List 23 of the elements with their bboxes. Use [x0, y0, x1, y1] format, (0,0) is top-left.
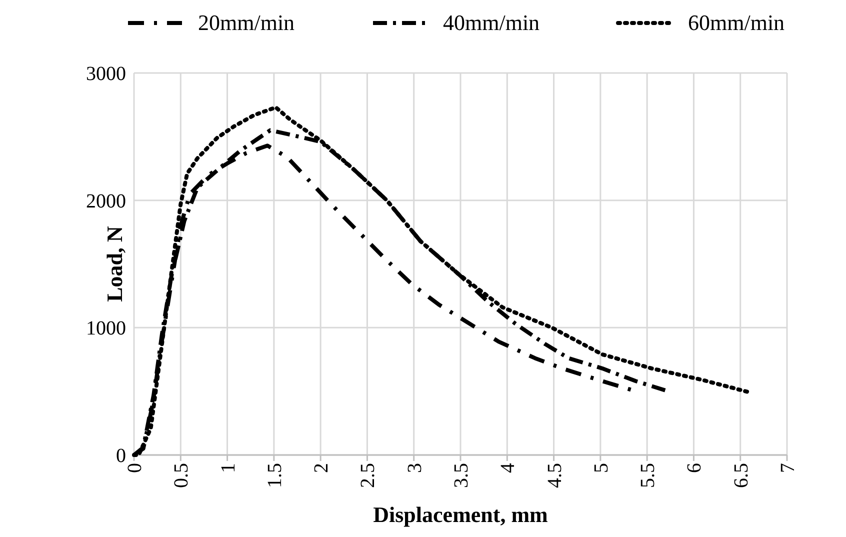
x-tick-label: 3.5: [450, 463, 472, 488]
x-axis-title: Displacement, mm: [373, 502, 548, 527]
x-tick-label: 0: [124, 463, 146, 473]
x-tick-label: 0.5: [170, 463, 193, 488]
x-tick-label: 4: [497, 463, 520, 473]
y-axis-title: Load, N: [102, 226, 127, 302]
legend-label: 40mm/min: [443, 10, 540, 35]
x-tick-label: 2.5: [357, 463, 380, 488]
legend-label: 60mm/min: [688, 10, 785, 35]
x-tick-label: 1: [217, 463, 240, 473]
y-tick-label: 2000: [86, 190, 126, 212]
x-tick-label: 7: [777, 463, 799, 473]
x-tick-label: 4.5: [544, 463, 566, 488]
x-tick-label: 5.5: [637, 463, 660, 488]
x-tick-label: 2: [310, 463, 333, 473]
y-tick-label: 1000: [86, 318, 126, 340]
x-tick-label: 3: [404, 463, 426, 473]
legend-label: 20mm/min: [198, 10, 295, 35]
y-tick-label: 3000: [86, 63, 126, 85]
x-tick-label: 5: [590, 463, 612, 473]
x-tick-label: 6.5: [730, 463, 752, 488]
x-tick-label: 1.5: [264, 463, 286, 488]
x-tick-label: 6: [684, 463, 706, 473]
